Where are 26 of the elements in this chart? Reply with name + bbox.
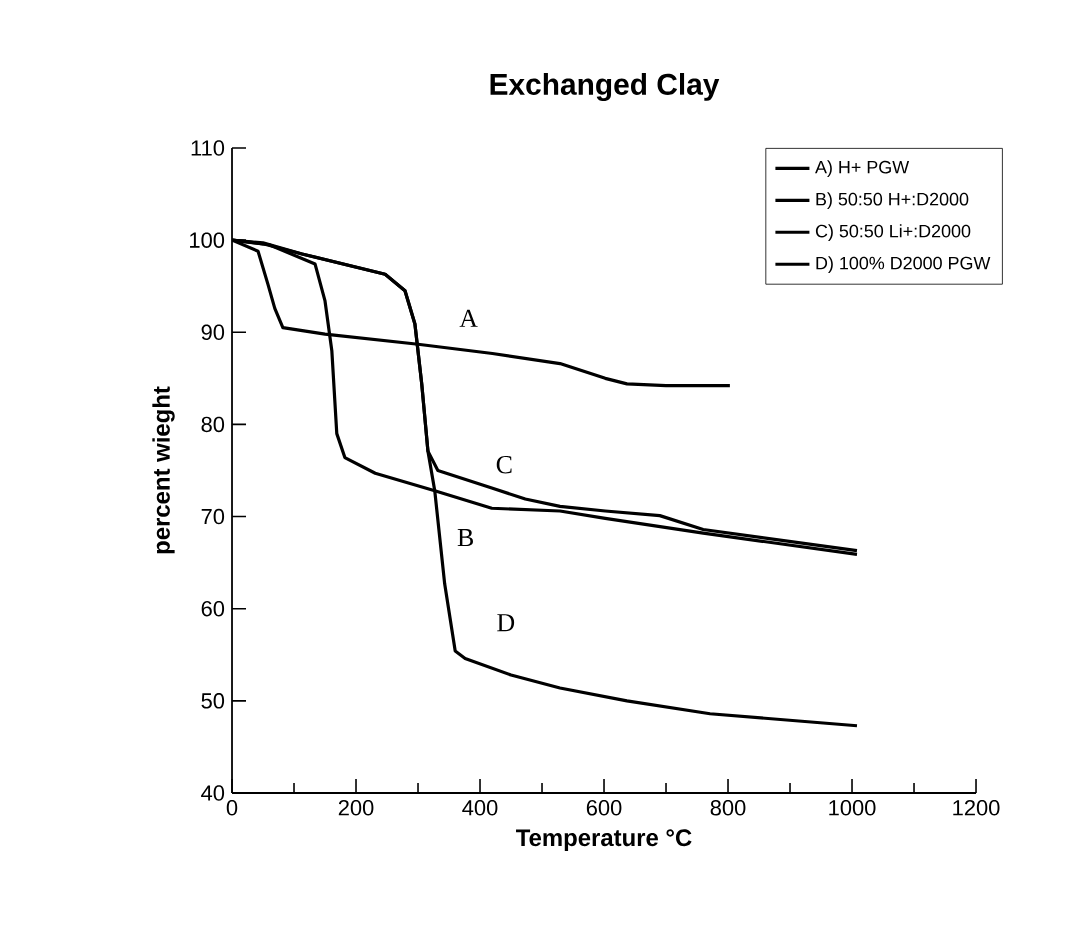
x-tick-label: 200 — [338, 800, 374, 816]
x-tick-label: 600 — [586, 800, 622, 816]
y-tick-label: 40 — [201, 785, 225, 801]
annotation: D — [497, 614, 515, 632]
y-tick-label: 70 — [201, 508, 225, 525]
legend-label: C) 50:50 Li+:D2000 — [815, 224, 971, 241]
legend-label: B) 50:50 H+:D2000 — [816, 192, 969, 210]
legend-label: A) H+ PGW — [815, 160, 910, 178]
annotation: A — [459, 309, 478, 327]
chart-title: Exchanged Clay — [490, 73, 720, 101]
y-tick-label: 50 — [201, 693, 225, 709]
x-tick-label: 400 — [462, 800, 498, 816]
x-tick-label: 0 — [226, 800, 238, 816]
x-tick-label: 1200 — [953, 800, 1000, 816]
y-tick-label: 90 — [201, 324, 225, 341]
annotation: B — [457, 529, 473, 547]
legend-label: D) 100% D2000 PGW — [816, 256, 991, 273]
annotation: C — [496, 455, 512, 474]
x-axis-title: Temperature °C — [516, 829, 692, 851]
y-tick-label: 100 — [190, 232, 225, 248]
x-tick-label: 800 — [710, 800, 746, 816]
x-tick-label: 1000 — [829, 800, 876, 816]
y-tick-label: 60 — [201, 600, 225, 617]
y-tick-label: 80 — [201, 416, 225, 433]
y-axis-title: percent wieght — [152, 386, 175, 554]
y-tick-label: 110 — [191, 140, 225, 156]
